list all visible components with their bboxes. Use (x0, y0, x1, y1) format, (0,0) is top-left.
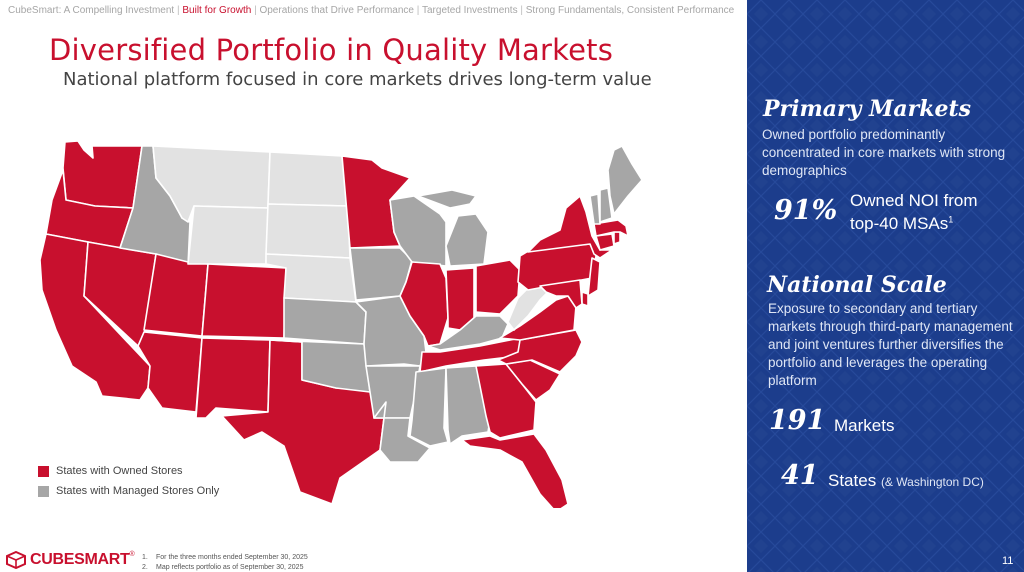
breadcrumb-item: Operations that Drive Performance (259, 5, 414, 16)
state-NC (497, 329, 583, 373)
state-ME (607, 145, 643, 215)
breadcrumb-item: Targeted Investments (421, 5, 518, 16)
states-stat-label: States (& Washington DC) (828, 471, 984, 491)
primary-stat-footnote-ref: 1 (948, 214, 954, 225)
state-NY (527, 195, 613, 259)
state-NM (195, 337, 271, 419)
breadcrumb-separator: | (254, 5, 257, 16)
state-FL (461, 433, 569, 508)
state-OH (475, 259, 521, 315)
legend-label-managed: States with Managed Stores Only (56, 485, 220, 497)
state-CT (595, 233, 615, 251)
footnote-number: 2. (142, 564, 148, 571)
legend-swatch-owned (38, 465, 49, 477)
cubesmart-logo: CUBESMART ® (6, 551, 135, 569)
primary-stat-label-2: top-40 MSAs1 (850, 214, 953, 234)
state-SD (265, 203, 351, 259)
states-stat-suffix: (& Washington DC) (880, 475, 984, 489)
national-scale-text: Exposure to secondary and tertiary marke… (768, 301, 1013, 388)
state-CO (201, 263, 287, 339)
state-AR (365, 365, 421, 419)
state-WY (187, 205, 269, 265)
breadcrumb-item: CubeSmart: A Compelling Investment (8, 5, 175, 16)
legend-swatch-managed (38, 485, 49, 497)
breadcrumb-separator: | (176, 5, 180, 16)
breadcrumb-separator: | (416, 5, 420, 16)
state-KY (427, 315, 509, 351)
states-stat-label-text: States (828, 471, 877, 490)
state-UT (143, 253, 209, 337)
footnotes: 1. For the three months ended September 3… (142, 553, 308, 572)
national-scale-heading: National Scale (767, 272, 947, 298)
footnote-number: 1. (142, 554, 148, 561)
breadcrumb-item: Strong Fundamentals, Consistent Performa… (525, 5, 735, 16)
primary-stat-value: 91% (774, 195, 838, 226)
footnote: 2. Map reflects portfolio as of September… (142, 563, 308, 572)
page-number: 11 (1002, 555, 1014, 567)
us-portfolio-map (39, 140, 643, 508)
page-title: Diversified Portfolio in Quality Markets (49, 33, 614, 67)
primary-markets-heading: Primary Markets (763, 96, 972, 122)
state-WA (62, 140, 143, 209)
stats-panel: Primary Markets Owned portfolio predomin… (747, 0, 1024, 572)
state-ND (267, 151, 349, 207)
logo-text: CUBESMART (30, 551, 130, 568)
breadcrumb-separator: | (520, 5, 523, 16)
breadcrumb: CubeSmart: A Compelling Investment | Bui… (8, 5, 734, 16)
breadcrumb-item-active: Built for Growth (182, 5, 252, 16)
states-stat-value: 41 (781, 460, 819, 491)
state-MS (409, 367, 449, 447)
state-KS (283, 297, 367, 345)
footnote: 1. For the three months ended September 3… (142, 553, 308, 563)
primary-stat-label-1: Owned NOI from (850, 191, 978, 210)
state-WI (389, 195, 447, 267)
primary-stat-label-2-text: top-40 MSAs (850, 214, 949, 233)
markets-stat-value: 191 (769, 405, 826, 436)
state-NH (599, 187, 613, 223)
page-subtitle: National platform focused in core market… (63, 69, 652, 90)
footnote-text: For the three months ended September 30,… (156, 554, 308, 561)
state-VT (589, 193, 601, 225)
markets-stat-label: Markets (834, 416, 895, 435)
primary-markets-text: Owned portfolio predominantly concentrat… (762, 127, 1006, 178)
state-DE (581, 291, 589, 307)
logo-registered-mark: ® (129, 551, 135, 558)
legend-item-owned: States with Owned Stores (38, 461, 219, 481)
cube-logo-icon (6, 551, 26, 569)
map-legend: States with Owned Stores States with Man… (38, 461, 219, 501)
state-MD (539, 279, 583, 309)
legend-label-owned: States with Owned Stores (56, 465, 183, 477)
state-RI (613, 231, 621, 245)
state-LA (373, 401, 431, 463)
legend-item-managed: States with Managed Stores Only (38, 481, 219, 501)
state-NJ (587, 257, 601, 297)
state-MA (593, 219, 629, 237)
footnote-text: Map reflects portfolio as of September 3… (156, 564, 304, 571)
panel-pattern (747, 0, 1024, 572)
